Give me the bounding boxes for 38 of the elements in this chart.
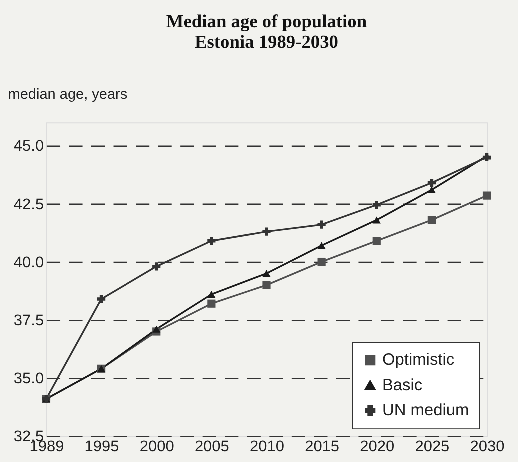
legend-label: UN medium [382, 401, 470, 420]
point [152, 326, 161, 333]
y-tick-label: 37.5 [14, 312, 44, 330]
point [318, 242, 326, 250]
y-tick-label: 42.5 [14, 196, 44, 214]
x-tick-label: 1995 [84, 438, 120, 456]
y-axis-title: median age, years [8, 86, 128, 103]
point [482, 192, 492, 200]
point [262, 270, 271, 278]
y-tick-label: 45.0 [14, 138, 44, 156]
x-tick-label: 2000 [140, 438, 174, 456]
chart-subtitle: Estonia 1989-2030 [195, 32, 338, 52]
point [428, 216, 436, 224]
point [208, 237, 216, 246]
point [152, 262, 161, 271]
x-tick-label: 2025 [415, 438, 450, 456]
point [262, 281, 271, 290]
point [318, 258, 326, 266]
point [428, 178, 436, 188]
legend-label: Optimistic [382, 351, 455, 370]
point [208, 300, 216, 308]
point [428, 186, 436, 194]
x-tick-label: 2010 [250, 438, 284, 456]
y-tick-label: 40.0 [14, 254, 44, 272]
x-tick-label: 2015 [305, 438, 340, 456]
point [318, 220, 326, 229]
y-tick-label: 35.0 [14, 370, 44, 388]
point [262, 228, 271, 236]
x-tick-label: 2020 [360, 438, 395, 456]
point [372, 216, 381, 224]
point [372, 237, 381, 246]
point [208, 291, 216, 298]
chart-title: Median age of population [166, 12, 368, 33]
point [372, 201, 381, 210]
legend-label: Basic [382, 376, 423, 394]
x-tick-label: 2030 [470, 438, 505, 456]
point [97, 295, 106, 304]
x-tick-label: 2005 [194, 438, 230, 456]
